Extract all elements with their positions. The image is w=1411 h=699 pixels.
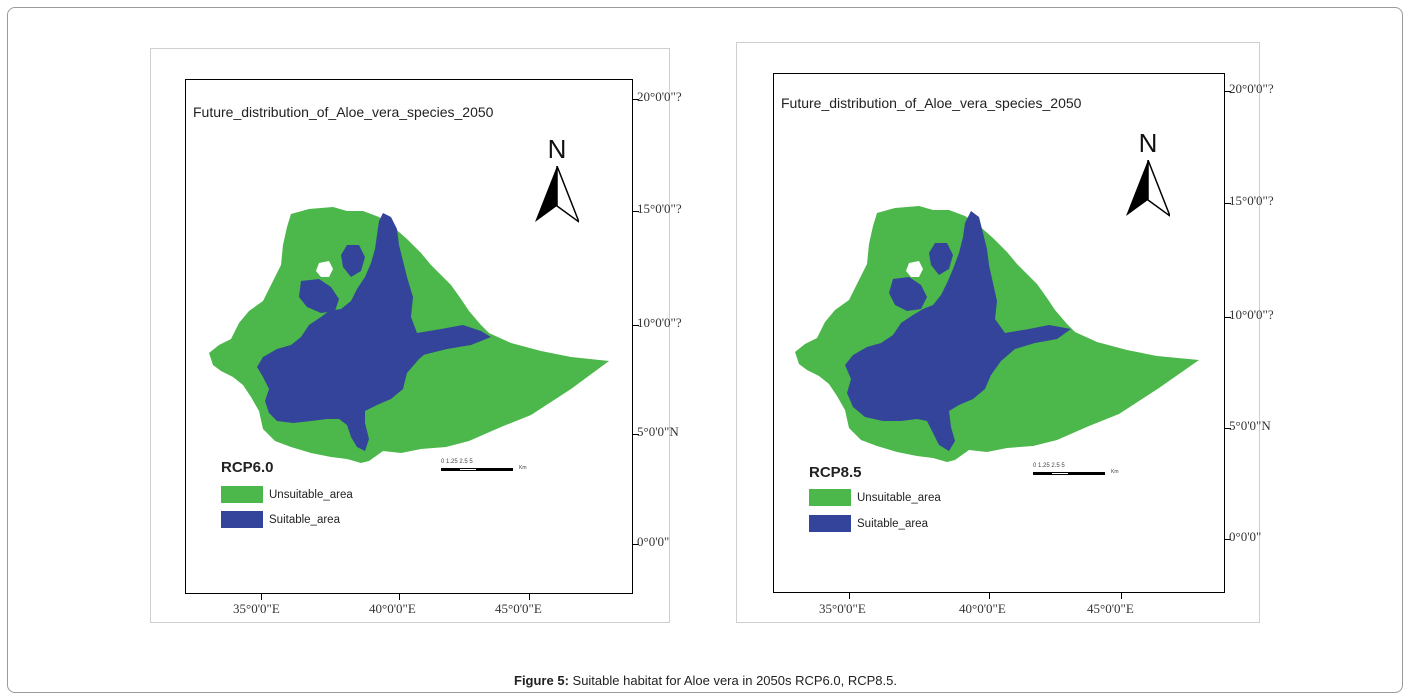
suitable-region: [341, 245, 365, 277]
lat-tick: [633, 434, 639, 435]
lat-label: 5°0'0"N: [637, 424, 679, 439]
lake-tana: [316, 261, 333, 277]
map-title: Future_distribution_of_Aloe_vera_species…: [781, 95, 1082, 111]
suitable-region: [845, 211, 1071, 451]
lon-tick: [529, 594, 530, 600]
map-title: Future_distribution_of_Aloe_vera_species…: [193, 104, 494, 120]
lat-label: 15°0'0"?: [637, 201, 682, 216]
scale-unit: Km: [519, 465, 527, 471]
suitable-region: [299, 279, 339, 313]
legend-item-suitable: Suitable_area: [809, 515, 928, 532]
north-label: N: [1138, 128, 1158, 158]
caption-text: Suitable habitat for Aloe vera in 2050s …: [568, 673, 897, 688]
ethiopia-map: [209, 207, 609, 463]
lat-label: 20°0'0"?: [1229, 81, 1274, 96]
legend-label: Unsuitable_area: [857, 491, 941, 504]
scale-unit: Km: [1111, 469, 1119, 475]
scale-text: 0 1.25 2.5 5: [1033, 463, 1065, 469]
lon-tick: [1121, 593, 1122, 599]
lon-tick: [989, 593, 990, 599]
scenario-label: RCP8.5: [809, 464, 862, 481]
legend-label: Suitable_area: [269, 513, 340, 526]
caption-label: Figure 5:: [514, 673, 569, 688]
lon-label: 35°0'0"E: [233, 601, 280, 616]
lat-tick: [1225, 203, 1231, 204]
lat-label: 5°0'0"N: [1229, 418, 1271, 433]
lat-tick: [633, 325, 639, 326]
legend-swatch: [809, 515, 851, 532]
lat-label: 0°0'0": [637, 534, 670, 549]
legend-item-unsuitable: Unsuitable_area: [809, 489, 941, 506]
suitable-region: [419, 331, 491, 355]
lon-label: 40°0'0"E: [959, 601, 1006, 616]
north-arrow-icon: N: [1122, 128, 1174, 228]
map-panel-rcp60: Future_distribution_of_Aloe_vera_species…: [150, 48, 682, 623]
lat-label: 0°0'0": [1229, 529, 1262, 544]
ethiopia-map: [795, 206, 1199, 462]
lon-label: 40°0'0"E: [369, 601, 416, 616]
lon-tick: [849, 593, 850, 599]
north-arrow-icon: N: [531, 134, 583, 234]
lon-tick: [399, 594, 400, 600]
legend-swatch: [221, 511, 263, 528]
lat-label: 20°0'0"?: [637, 89, 682, 104]
scale-bar: 0 1.25 2.5 5 Km: [1033, 463, 1119, 483]
suitable-region: [257, 213, 481, 451]
suitable-region: [889, 277, 927, 311]
map-frame: [773, 73, 1225, 593]
scenario-label: RCP6.0: [221, 459, 274, 476]
legend-label: Unsuitable_area: [269, 488, 353, 501]
lon-label: 35°0'0"E: [819, 601, 866, 616]
map-frame: [185, 79, 633, 594]
lon-label: 45°0'0"E: [1087, 601, 1134, 616]
lat-tick: [1225, 91, 1231, 92]
figure-caption: Figure 5: Suitable habitat for Aloe vera…: [0, 673, 1411, 688]
legend-item-unsuitable: Unsuitable_area: [221, 486, 353, 503]
lat-tick: [633, 211, 639, 212]
lat-tick: [633, 99, 639, 100]
legend-label: Suitable_area: [857, 517, 928, 530]
figure-frame: [7, 7, 1403, 693]
legend-swatch: [809, 489, 851, 506]
lat-tick: [1225, 317, 1231, 318]
lat-tick: [1225, 539, 1231, 540]
lat-label: 10°0'0"?: [637, 315, 682, 330]
lat-tick: [633, 544, 639, 545]
suitable-region: [929, 243, 953, 275]
lake-tana: [906, 261, 923, 277]
lat-tick: [1225, 428, 1231, 429]
lat-label: 15°0'0"?: [1229, 193, 1274, 208]
lon-tick: [261, 594, 262, 600]
map-panel-rcp85: Future_distribution_of_Aloe_vera_species…: [736, 42, 1274, 623]
lon-label: 45°0'0"E: [495, 601, 542, 616]
north-label: N: [547, 134, 567, 164]
legend-item-suitable: Suitable_area: [221, 511, 340, 528]
lat-label: 10°0'0"?: [1229, 307, 1274, 322]
scale-text: 0 1.25 2.5 5: [441, 459, 473, 465]
legend-swatch: [221, 486, 263, 503]
scale-bar: 0 1.25 2.5 5 Km: [441, 459, 527, 479]
